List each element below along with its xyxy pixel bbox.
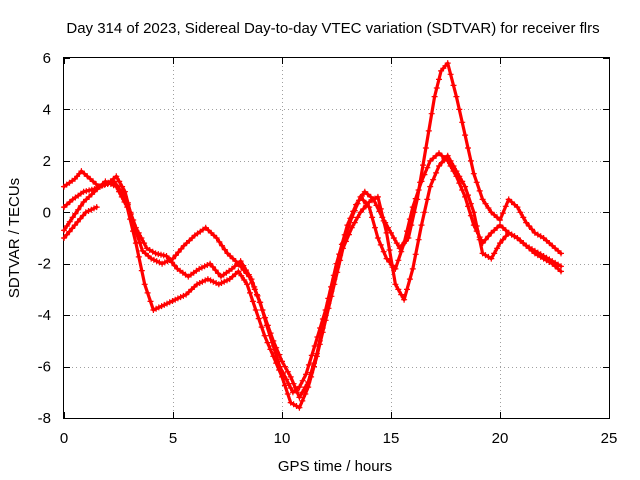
series-markers-3 [61,152,564,411]
x-tick-label: 0 [60,430,68,447]
plot-frame [63,57,610,419]
series-group [61,60,564,411]
y-tick-label: -2 [38,256,51,273]
chart-title: Day 314 of 2023, Sidereal Day-to-day VTE… [66,20,599,37]
y-tick-label: -4 [38,307,51,324]
y-tick-label: 2 [43,153,51,170]
y-tick-labels: -8 -6 -4 -2 0 2 4 6 [38,50,51,427]
series-line-3 [62,154,563,410]
x-tick-label: 10 [274,430,291,447]
axis-ticks [64,58,610,419]
y-tick-label: 4 [43,101,51,118]
y-axis-label: SDTVAR / TECUs [6,178,23,298]
y-tick-label: 6 [43,50,51,67]
y-tick-label: -6 [38,359,51,376]
x-tick-label: 5 [169,430,177,447]
series-line-2 [62,151,563,399]
y-tick-label: 0 [43,204,51,221]
grid [64,58,609,418]
x-tick-labels: 0 5 10 15 20 25 [60,430,618,447]
x-axis-label: GPS time / hours [278,458,392,475]
x-tick-label: 20 [492,430,509,447]
y-tick-label: -8 [38,410,51,427]
x-tick-label: 15 [383,430,400,447]
series-markers-2 [61,150,564,401]
x-tick-label: 25 [601,430,618,447]
series-markers-4 [61,204,100,241]
